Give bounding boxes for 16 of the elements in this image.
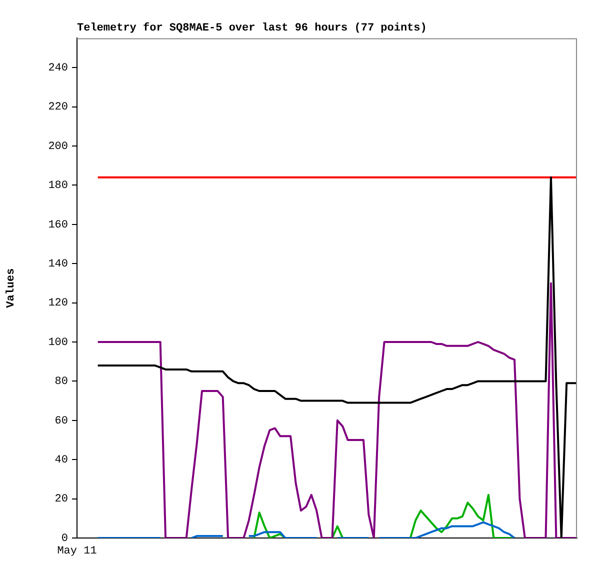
- y-axis-title: Values: [5, 268, 18, 308]
- y-tick-label: 120: [48, 298, 68, 310]
- x-tick-label: May 11: [57, 546, 98, 558]
- y-tick-label: 220: [48, 102, 68, 114]
- y-tick-label: 240: [48, 62, 68, 75]
- y-tick-label: 80: [54, 376, 68, 388]
- y-tick-label: 180: [48, 180, 68, 192]
- y-tick-label: 100: [48, 336, 68, 349]
- chart-title: Telemetry for SQ8MAE-5 over last 96 hours (77 points): [77, 21, 427, 34]
- y-tick-label: 0: [61, 532, 68, 545]
- y-tick-label: 60: [54, 415, 68, 428]
- y-tick-label: 200: [48, 140, 68, 153]
- y-tick-label: 20: [54, 494, 68, 506]
- y-tick-label: 160: [48, 219, 68, 232]
- y-tick-label: 140: [48, 258, 68, 271]
- y-tick-label: 40: [54, 454, 68, 467]
